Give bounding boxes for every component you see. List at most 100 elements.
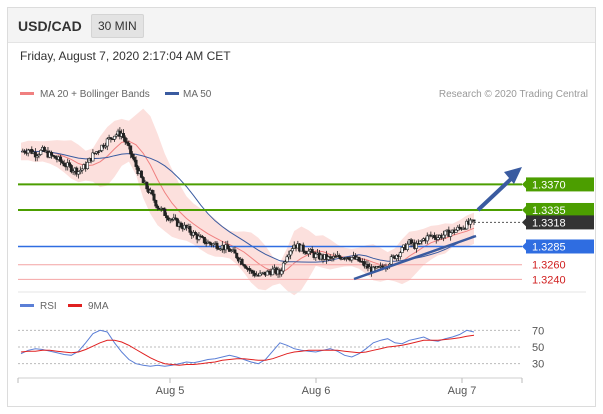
candle-body-220: [416, 243, 420, 245]
rsi-ma-legend-swatch: [68, 304, 82, 307]
candle-body-42: [96, 151, 100, 153]
candle-body-75: [156, 205, 160, 209]
candle-body-235: [443, 230, 447, 236]
candle-body-9: [37, 154, 41, 157]
level-tag-1: [526, 202, 594, 217]
candle-body-136: [265, 270, 269, 276]
candle-body-122: [240, 259, 244, 265]
candle-body-52: [114, 134, 118, 137]
trend-overlay: [353, 167, 522, 281]
candle-body-216: [409, 239, 413, 244]
chart-frame: USD/CAD 30 MIN Friday, August 7, 2020 2:…: [7, 7, 596, 407]
candle-body-36: [86, 161, 90, 169]
candle-body-139: [271, 268, 275, 276]
level-label-3: 1.3285: [532, 241, 566, 253]
candlesticks: [21, 127, 476, 278]
candle-body-137: [267, 270, 271, 273]
support-label-4: 1.3260: [532, 260, 566, 272]
candle-body-51: [112, 135, 116, 140]
level-label-2: 1.3318: [532, 217, 566, 229]
candle-body-1: [23, 150, 27, 153]
x-tick-label-1: Aug 6: [302, 385, 331, 397]
candle-body-150: [290, 248, 294, 252]
rsi-tick-30: 30: [532, 359, 544, 371]
x-axis: Aug 5 Aug 6 Aug 7: [17, 378, 523, 397]
candle-body-23: [62, 162, 66, 167]
candle-body-60: [129, 145, 133, 155]
candle-body-72: [150, 189, 154, 195]
candle-body-39: [91, 152, 95, 162]
level-tag-pointer-0: [522, 179, 527, 190]
rsi-ma-line: [20, 334, 475, 366]
candle-body-96: [193, 231, 197, 235]
candle-body-210: [398, 252, 402, 257]
rsi-legend-label: RSI: [40, 301, 57, 312]
candle-body-249: [468, 219, 472, 225]
candle-body-219: [414, 243, 418, 249]
candle-body-67: [141, 177, 145, 184]
rsi-ma-legend-label: 9MA: [88, 301, 109, 312]
candle-body-187: [357, 256, 361, 262]
timeframe-badge[interactable]: 30 MIN: [91, 14, 144, 38]
candle-body-22: [60, 161, 64, 164]
candle-body-32: [78, 170, 82, 173]
candle-body-46: [103, 145, 107, 148]
candle-body-66: [139, 170, 143, 178]
candle-body-247: [465, 220, 469, 230]
candle-body-126: [247, 268, 251, 271]
candle-body-21: [59, 156, 63, 162]
candle-body-116: [229, 250, 233, 252]
rsi-legend-swatch: [20, 304, 34, 307]
candle-body-128: [251, 270, 255, 274]
candle-body-242: [456, 226, 460, 231]
ma50-legend-label: MA 50: [183, 89, 212, 100]
candle-body-57: [123, 137, 127, 143]
candle-body-231: [436, 237, 440, 240]
candle-body-221: [418, 240, 422, 244]
candle-body-58: [125, 141, 129, 144]
candle-body-73: [152, 193, 156, 201]
candle-body-110: [219, 248, 223, 251]
candle-body-88: [179, 222, 183, 228]
candle-body-93: [188, 226, 192, 233]
candle-body-56: [121, 133, 125, 138]
level-label-0: 1.3370: [532, 179, 566, 191]
candle-body-80: [165, 215, 169, 219]
candle-body-119: [235, 252, 239, 259]
candle-body-145: [281, 262, 285, 272]
level-tag-2: [526, 215, 594, 230]
candle-body-149: [289, 250, 293, 256]
candle-body-28: [71, 170, 75, 173]
candle-body-124: [244, 265, 248, 269]
level-label-1: 1.3335: [532, 205, 566, 217]
candle-body-181: [346, 257, 350, 260]
candle-body-69: [145, 181, 149, 190]
rsi-line: [20, 329, 475, 367]
timestamp: Friday, August 7, 2020 2:17:04 AM CET: [20, 49, 231, 63]
candle-body-123: [242, 264, 246, 267]
candle-body-114: [226, 244, 230, 250]
level-lines: [18, 183, 522, 280]
candle-body-183: [350, 257, 354, 261]
level-tag-pointer-3: [522, 241, 527, 252]
candle-body-200: [380, 265, 384, 268]
candle-body-7: [33, 151, 37, 158]
candle-body-159: [307, 250, 311, 255]
candle-body-241: [454, 229, 458, 233]
candle-body-8: [35, 155, 39, 158]
support-label-5: 1.3240: [532, 274, 566, 286]
research-credit: Research © 2020 Trading Central: [439, 89, 588, 100]
candle-body-98: [197, 235, 201, 240]
candle-body-30: [75, 167, 79, 175]
candle-body-44: [100, 144, 104, 151]
candle-body-148: [287, 254, 291, 258]
candle-body-5: [30, 149, 34, 154]
candle-body-225: [425, 235, 429, 242]
candle-body-251: [472, 219, 476, 222]
level-tag-pointer-2: [522, 217, 527, 228]
candle-body-174: [334, 256, 338, 258]
candle-body-74: [154, 200, 158, 207]
candle-body-59: [127, 142, 131, 147]
